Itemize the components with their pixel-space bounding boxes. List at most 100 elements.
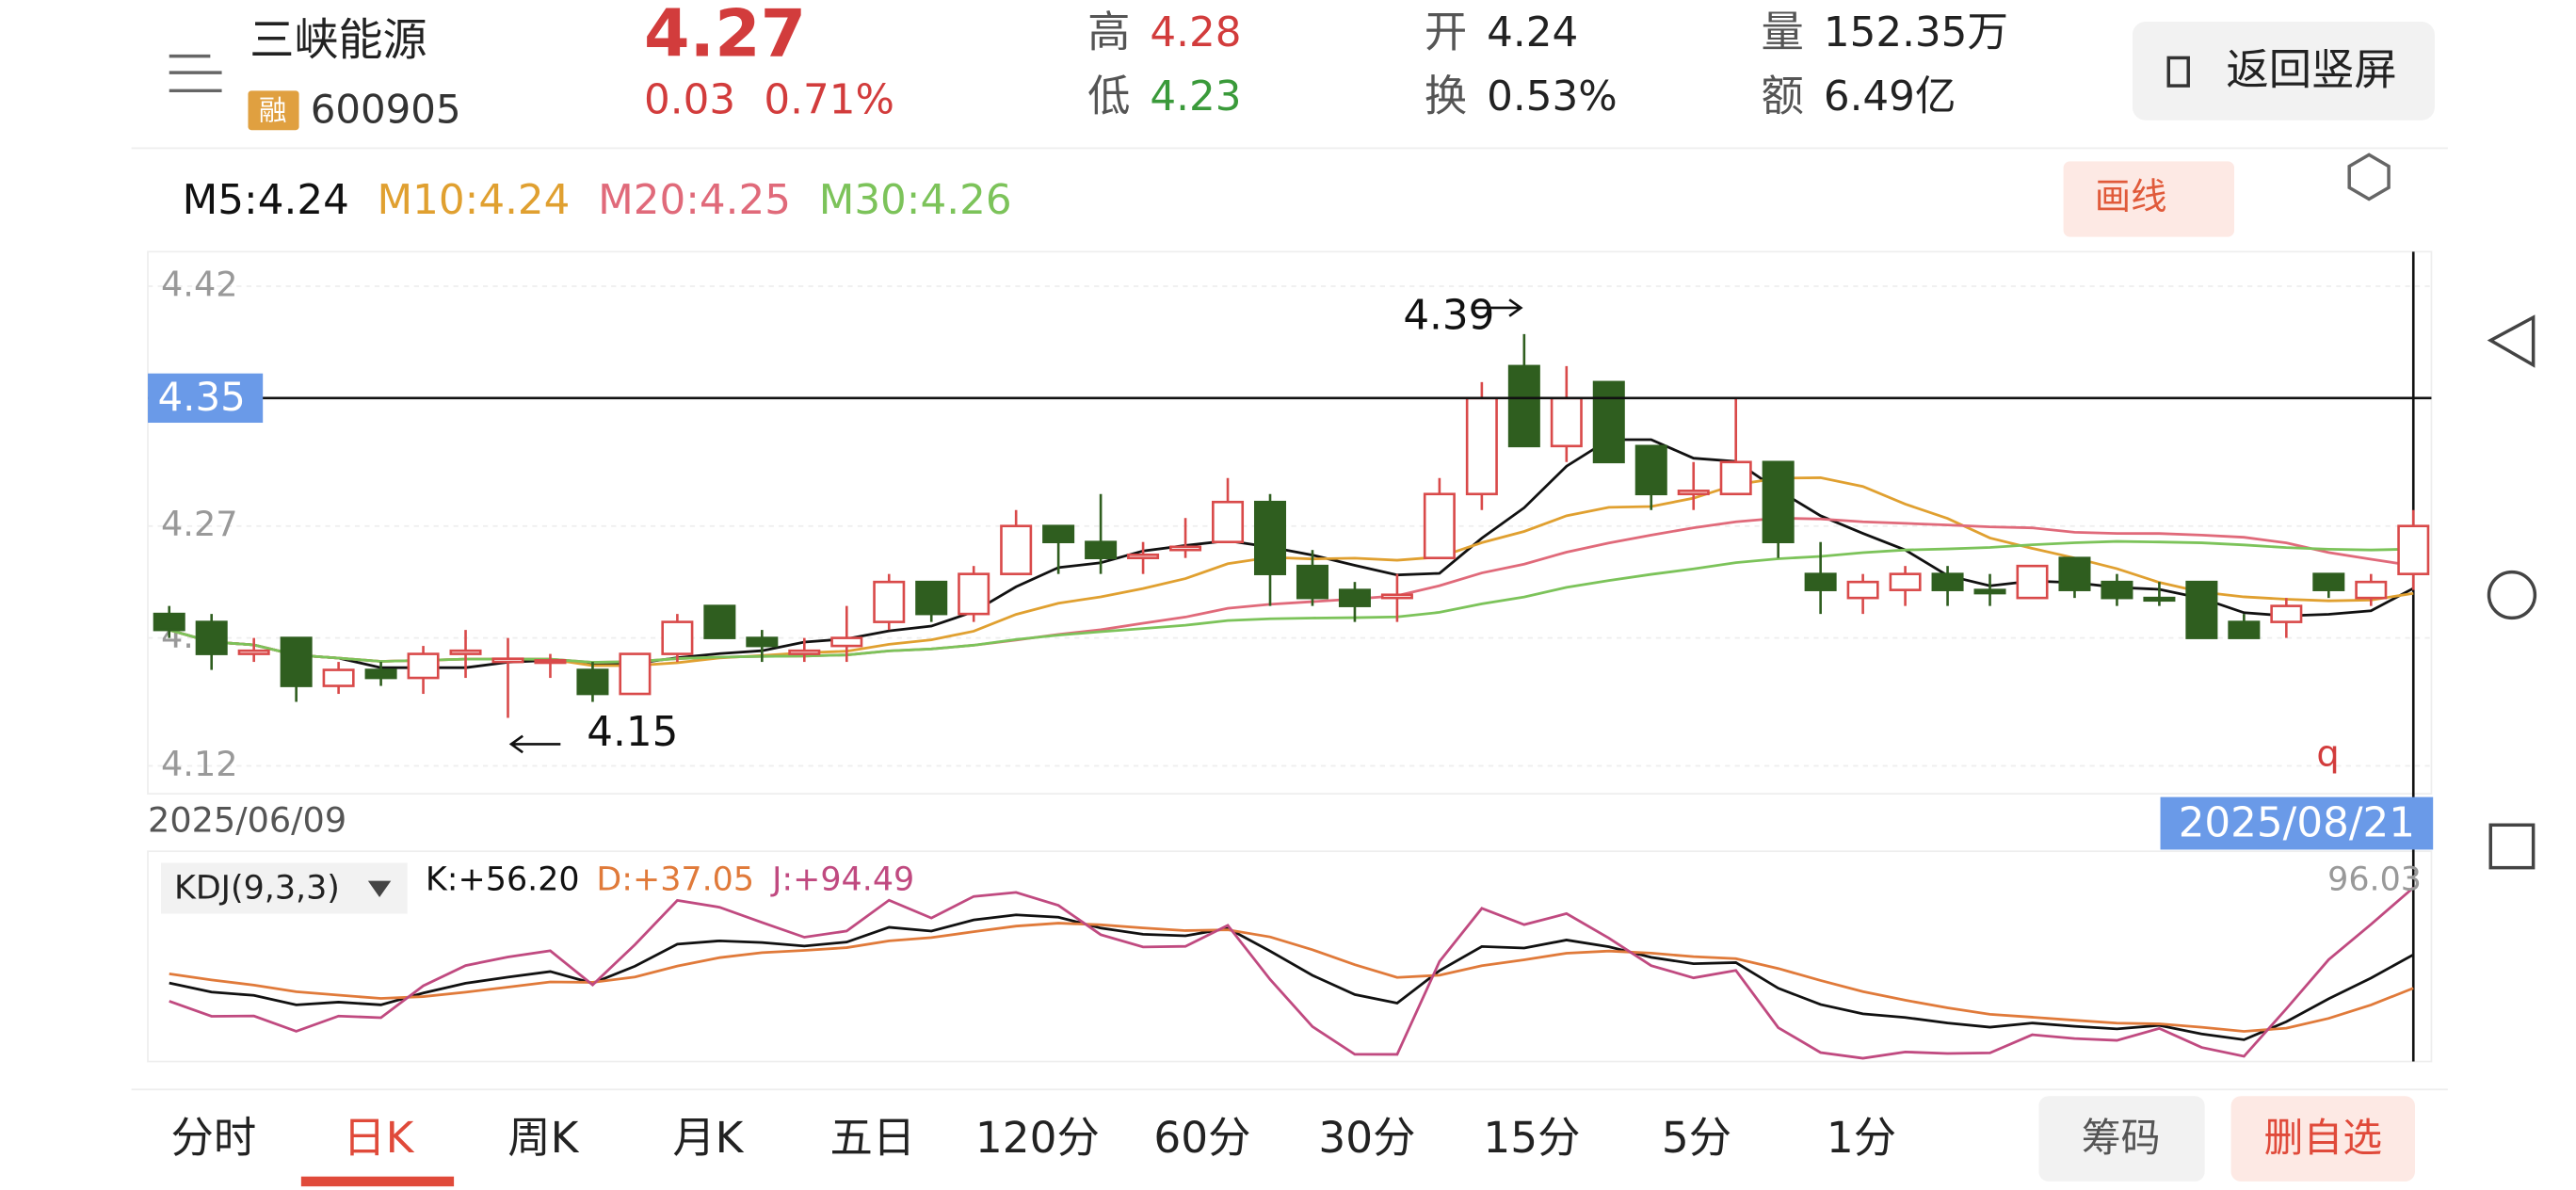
price: 4.27 — [644, 0, 806, 72]
candle-body — [153, 612, 185, 632]
stat-label: 量 — [1762, 7, 1804, 56]
kdj-label: KDJ(9,3,3) — [174, 869, 340, 907]
settings-icon[interactable] — [2347, 153, 2391, 201]
candle-body — [1507, 364, 1540, 448]
stock-code: 600905 — [311, 87, 461, 133]
start-date: 2025/06/09 — [148, 799, 346, 840]
candle-body — [1719, 460, 1752, 496]
candle-body — [407, 652, 440, 680]
candle-body — [1085, 540, 1118, 559]
candle-body — [1592, 380, 1625, 464]
arrow — [508, 734, 561, 754]
candle-body — [534, 659, 567, 665]
draw-button[interactable] — [2063, 161, 2235, 237]
candle-body — [2355, 580, 2388, 600]
candle-body — [322, 668, 355, 687]
change: 0.03 — [644, 77, 735, 124]
draw-label[interactable]: 画线 — [2095, 176, 2167, 218]
remove-label[interactable]: 删自选 — [2263, 1115, 2382, 1161]
stat-label: 低 — [1087, 72, 1130, 121]
ma-label: M20:4.25 — [598, 177, 791, 224]
tab-underline — [300, 1176, 455, 1187]
candle-body — [1253, 500, 1287, 575]
candle-body — [1931, 572, 1964, 591]
kdj-selector[interactable] — [161, 862, 408, 914]
tab[interactable]: 月K — [672, 1113, 744, 1163]
tab[interactable]: 15分 — [1483, 1113, 1580, 1163]
stat-value: 152.35万 — [1824, 9, 2008, 56]
candle-body — [2058, 556, 2091, 591]
nav-home[interactable] — [2487, 570, 2537, 620]
tab[interactable]: 1分 — [1827, 1113, 1896, 1163]
candle-body — [2312, 572, 2345, 591]
tab[interactable]: 60分 — [1153, 1113, 1250, 1163]
low-annotation: 4.15 — [587, 709, 678, 756]
crosshair-label: 4.35 — [158, 374, 246, 420]
kdj-line — [169, 913, 2414, 1041]
candle-body — [449, 649, 482, 655]
y-tick-label: 4.42 — [161, 264, 238, 304]
tab[interactable]: 周K — [507, 1113, 579, 1163]
candle-body — [661, 620, 694, 655]
badge: 融 — [259, 94, 287, 127]
tab[interactable]: 五日 — [830, 1113, 916, 1163]
candle-body — [2228, 620, 2261, 639]
tab[interactable]: 日K — [343, 1113, 414, 1163]
stat-value: 4.23 — [1150, 73, 1241, 121]
dropdown — [367, 880, 392, 898]
portrait-icon — [2166, 56, 2190, 88]
candle-body — [1973, 588, 2006, 595]
tab[interactable]: 分时 — [170, 1113, 256, 1163]
portrait-label[interactable]: 返回竖屏 — [2226, 45, 2396, 95]
kdj-line — [169, 922, 2414, 1033]
stat-label: 高 — [1087, 7, 1130, 56]
candle-body — [280, 636, 313, 687]
candle-body — [1169, 545, 1202, 552]
chip-button[interactable] — [2038, 1096, 2205, 1182]
candle-body — [576, 668, 609, 696]
candle-body — [237, 649, 270, 655]
candle-body — [1423, 492, 1456, 559]
y-tick-label: 4.27 — [161, 504, 238, 544]
stat-label: 开 — [1425, 7, 1467, 56]
candle-body — [1677, 490, 1710, 496]
kdj-d: D:+37.05 — [596, 861, 754, 899]
candle-body — [1296, 564, 1328, 600]
tab[interactable]: 5分 — [1662, 1113, 1731, 1163]
candle-body — [1212, 500, 1245, 544]
portrait-button[interactable] — [2132, 22, 2435, 121]
menu-icon[interactable] — [169, 54, 222, 93]
candle-body — [1762, 460, 1795, 544]
candle-body — [958, 572, 990, 616]
candle-body — [1465, 396, 1498, 496]
chip-label[interactable]: 筹码 — [2082, 1115, 2161, 1161]
candle-body — [788, 649, 821, 655]
stat-value: 4.28 — [1150, 9, 1241, 56]
kdj-line — [169, 886, 2415, 1060]
candle-body — [1889, 572, 1922, 591]
crosshair-tag — [148, 373, 264, 424]
candle-body — [1634, 444, 1667, 496]
stat-label: 换 — [1425, 72, 1467, 121]
nav-recent[interactable] — [2488, 823, 2536, 870]
tab[interactable]: 30分 — [1318, 1113, 1415, 1163]
candle-body — [1804, 572, 1837, 591]
remove-button[interactable] — [2230, 1096, 2415, 1182]
ma-label: M10:4.24 — [378, 177, 571, 224]
date-tag — [2160, 796, 2434, 850]
candle-body — [1846, 580, 1879, 600]
nav-back[interactable] — [2487, 314, 2536, 368]
candle-body — [2101, 580, 2133, 600]
candle-body — [1338, 588, 1371, 607]
candle-body — [619, 652, 652, 696]
candle-body — [746, 636, 779, 648]
tab[interactable]: 120分 — [975, 1113, 1100, 1163]
candle-body — [830, 636, 863, 648]
candle-body — [195, 620, 228, 655]
candle-body — [2397, 524, 2430, 575]
candle-body — [1380, 593, 1413, 600]
candle-body — [1042, 524, 1075, 544]
stat-value: 0.53% — [1487, 73, 1618, 121]
